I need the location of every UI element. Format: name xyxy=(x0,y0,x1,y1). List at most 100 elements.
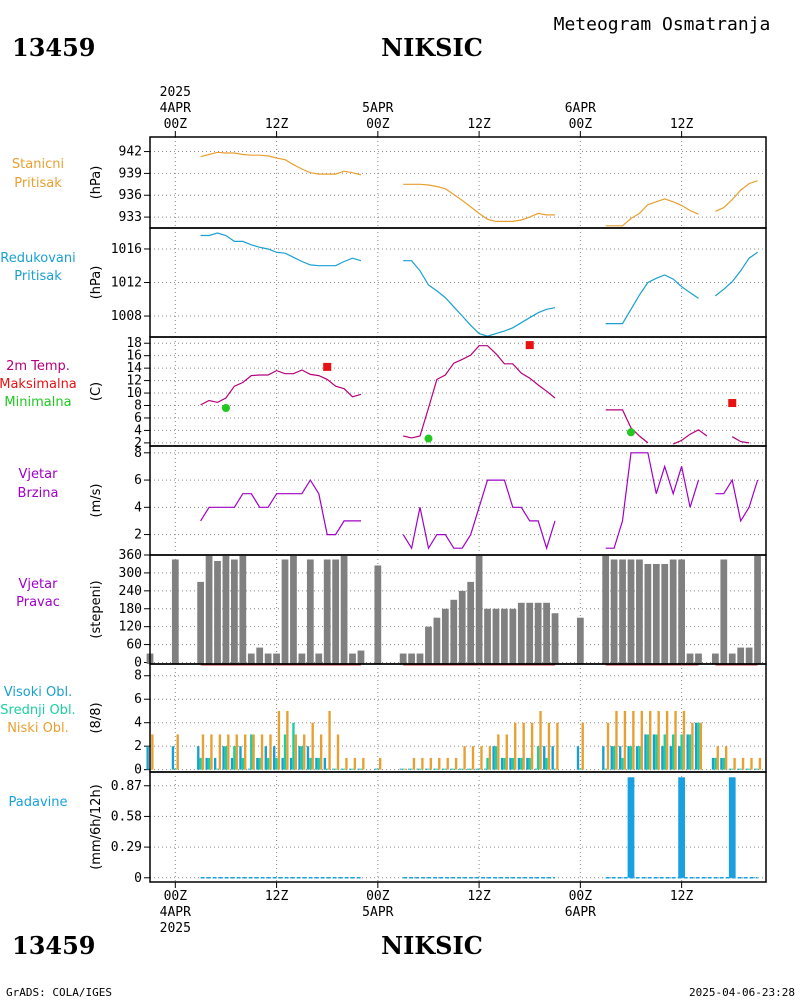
ylabel-station_pressure: (hPa) xyxy=(89,166,104,200)
series-line-temperature-2 xyxy=(605,409,649,444)
cloud-bar xyxy=(146,746,149,770)
ytick-label: 10 xyxy=(126,386,142,401)
wind-dir-bar xyxy=(484,608,491,664)
wind-dir-bar xyxy=(205,555,213,664)
wind-dir-bar xyxy=(264,653,272,664)
marks-precipitation xyxy=(200,777,758,879)
cloud-bar xyxy=(286,710,289,770)
panel-frame-wind_speed xyxy=(149,445,767,556)
cloud-bar xyxy=(674,710,677,770)
wind-dir-bar xyxy=(543,602,550,664)
cloud-bar xyxy=(720,757,723,770)
cloud-bar xyxy=(336,734,340,770)
cloud-bar xyxy=(435,768,439,770)
cloud-bar xyxy=(638,746,641,770)
ytick-label: 0.58 xyxy=(111,809,142,824)
cloud-bar xyxy=(530,722,534,770)
grads-credit: GrADS: COLA/IGES xyxy=(6,986,112,999)
cloud-bar xyxy=(680,734,683,770)
wind-dir-bar xyxy=(399,653,407,664)
cloud-bar xyxy=(357,768,360,770)
cloud-bar xyxy=(621,757,624,770)
wind-dir-bar xyxy=(214,560,221,664)
cloud-bar xyxy=(663,734,666,770)
cloud-bar xyxy=(509,757,512,770)
ytick-label: 12 xyxy=(126,374,142,389)
panel-label-clouds-0: Visoki Obl. xyxy=(4,685,72,700)
wind-dir-bar xyxy=(517,602,525,664)
cloud-bar xyxy=(213,757,217,770)
panel-label-wind_speed-0: Vjetar xyxy=(19,467,59,482)
cloud-bar xyxy=(207,757,211,770)
cloud-bar xyxy=(429,757,433,770)
cloud-bar xyxy=(471,746,475,770)
precip-bar xyxy=(728,777,736,878)
cloud-bar xyxy=(260,734,264,770)
cloud-bar xyxy=(401,768,405,770)
wind-dir-bar xyxy=(323,559,331,664)
ytick-label: 240 xyxy=(119,584,142,599)
cloud-bar xyxy=(410,768,413,770)
wind-dir-bar xyxy=(636,559,643,664)
cloud-bar xyxy=(345,757,348,770)
cloud-bar xyxy=(536,746,540,770)
cloud-bar xyxy=(317,757,320,770)
cloud-bar xyxy=(309,757,312,770)
wind-dir-bar xyxy=(501,608,508,664)
ytick-label: 8 xyxy=(134,669,142,684)
wind-dir-bar xyxy=(627,559,635,664)
ytick-label: 16 xyxy=(126,349,142,364)
cloud-bar xyxy=(612,746,616,770)
cloud-bar xyxy=(671,734,675,770)
cloud-bar xyxy=(151,734,154,770)
cloud-bar xyxy=(176,734,179,770)
wind-dir-bar xyxy=(526,602,534,664)
cloud-bar xyxy=(289,757,293,770)
panel-label-reduced_pressure-1: Pritisak xyxy=(14,269,62,284)
cloud-bar xyxy=(756,768,759,770)
bottom-tick-label: 00Z xyxy=(569,889,593,904)
cloud-bar xyxy=(205,757,208,770)
panel-label-wind_direction-0: Vjetar xyxy=(19,577,59,592)
wind-dir-bar xyxy=(509,608,517,664)
ytick-label: 14 xyxy=(126,361,142,376)
grid-temperature xyxy=(144,337,766,446)
cloud-bar xyxy=(404,768,407,770)
wind-dir-bar xyxy=(231,559,238,664)
panel-frame-station_pressure xyxy=(149,136,767,229)
series-line-temperature-1 xyxy=(403,345,556,439)
series-line-wind_speed-2 xyxy=(605,452,700,549)
cloud-bar xyxy=(505,734,508,770)
cloud-bar xyxy=(359,768,363,770)
panel-wind_speed: Vjetar Brzina (m/s) 2 4 6 8 xyxy=(18,445,767,556)
wind-dir-bar xyxy=(357,650,365,664)
cloud-bar xyxy=(239,746,242,770)
cloud-bar xyxy=(197,746,200,770)
cloud-bar xyxy=(247,768,251,770)
wind-dir-bar xyxy=(695,653,702,664)
cloud-bar xyxy=(461,768,464,770)
cloud-bar xyxy=(649,710,652,770)
cloud-bar xyxy=(201,734,205,770)
tmax-point xyxy=(728,399,737,408)
panel-precipitation: Padavine (mm/6h/12h) 0 0.29 0.58 0.87 xyxy=(9,771,767,886)
cloud-bar xyxy=(300,746,304,770)
cloud-bar xyxy=(758,757,762,770)
cloud-bar xyxy=(244,734,247,770)
meteogram-title: Meteogram Osmatranja xyxy=(554,14,771,35)
bottom-tick-label: 12Z xyxy=(670,889,694,904)
top-tick-label: 5APR xyxy=(362,101,393,116)
cloud-bar xyxy=(629,746,633,770)
cloud-bar xyxy=(543,746,546,770)
panel-label-temperature-1: Maksimalna xyxy=(0,377,77,392)
ylabel-precipitation: (mm/6h/12h) xyxy=(89,784,104,870)
panel-temperature: 2m Temp. Maksimalna Minimalna (C) 2468101214… xyxy=(0,336,767,451)
cloud-bar xyxy=(722,757,725,770)
wind-dir-bar xyxy=(256,647,264,664)
wind-dir-bar xyxy=(711,653,719,664)
cloud-bar xyxy=(362,757,365,770)
cloud-bar xyxy=(374,768,377,770)
ytick-label: 18 xyxy=(126,336,142,351)
wind-dir-bar xyxy=(610,559,618,664)
ytick-label: 1008 xyxy=(111,309,142,324)
